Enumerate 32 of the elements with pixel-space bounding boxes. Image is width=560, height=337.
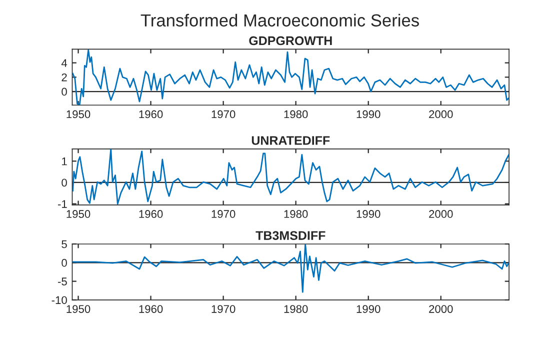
chart-title: UNRATEDIFF — [252, 136, 330, 145]
text: Transformed Macroeconomic Series — [140, 14, 419, 27]
x-tick-label: 1990 — [356, 210, 380, 218]
x-tick-label: 1980 — [284, 305, 308, 313]
x-tick-label: 2000 — [429, 210, 453, 218]
x-tick-label: 1980 — [284, 110, 308, 118]
x-tick-label: 1960 — [139, 110, 163, 118]
x-tick-label: 2000 — [429, 305, 453, 313]
chart-title: GDPGROWTH — [249, 36, 332, 46]
y-tick-label: 0 — [62, 258, 67, 267]
x-tick-label: 1950 — [66, 305, 90, 313]
y-tick-label: 0 — [62, 178, 67, 187]
y-tick-label: 0 — [62, 88, 67, 96]
y-tick-label: -1 — [58, 200, 67, 208]
x-tick-label: 1970 — [212, 110, 236, 118]
x-tick-label: 1970 — [212, 305, 236, 313]
x-tick-label: 1960 — [139, 210, 163, 218]
x-tick-label: 1990 — [356, 110, 380, 118]
chart-title: TB3MSDIFF — [256, 231, 326, 240]
y-tick-label: -10 — [52, 296, 67, 304]
y-tick-label: 2 — [62, 73, 67, 82]
y-tick-label: 5 — [62, 240, 67, 248]
x-tick-label: 1990 — [356, 305, 380, 313]
y-tick-label: -5 — [58, 278, 67, 286]
x-tick-label: 1980 — [284, 210, 308, 218]
y-tick-label: 1 — [62, 158, 67, 166]
x-tick-label: 1970 — [212, 210, 236, 218]
x-tick-label: 2000 — [429, 110, 453, 118]
x-tick-label: 1950 — [66, 210, 90, 218]
y-tick-label: 4 — [61, 59, 68, 67]
x-tick-label: 1960 — [139, 305, 163, 313]
x-tick-label: 1950 — [66, 110, 90, 118]
